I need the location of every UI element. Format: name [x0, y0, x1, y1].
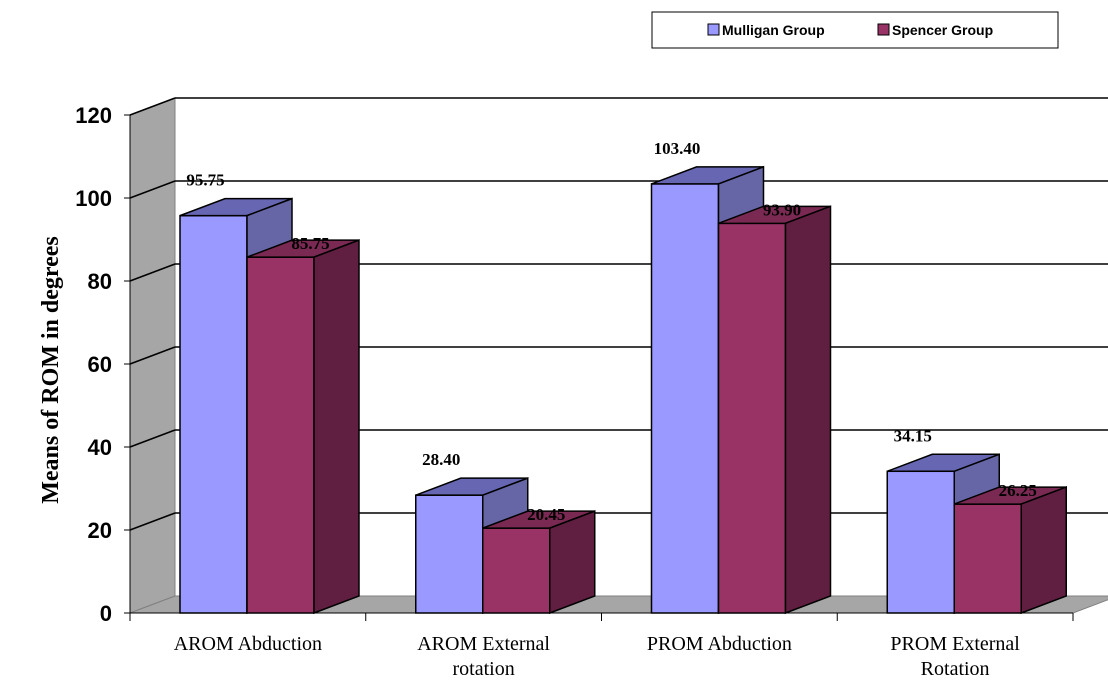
gridline-side [129, 346, 176, 365]
data-label: 85.75 [291, 234, 329, 253]
x-category-labels: AROM Abduction AROM External rotation PROM … [174, 633, 1021, 680]
gridline-side [129, 429, 176, 448]
bar-front [246, 256, 315, 614]
data-labels: 95.75 85.75 28.40 20.45 103.40 93.90 34.15 26.2… [186, 139, 1037, 524]
y-tick-label: 40 [88, 435, 112, 460]
gridline-side [129, 180, 176, 199]
bar-front [415, 494, 484, 614]
legend-box [651, 11, 1059, 49]
legend-label: Mulligan Group [722, 22, 825, 38]
x-category-label: PROM External [890, 633, 1020, 655]
bar-side [1020, 485, 1067, 615]
legend-swatch [877, 23, 890, 36]
data-label: 93.90 [763, 200, 801, 219]
bar-spencer-0 [246, 239, 360, 615]
bar-spencer-2 [717, 205, 832, 615]
data-label: 34.15 [894, 426, 932, 445]
x-category-label: Rotation [921, 658, 990, 680]
bar-front [482, 527, 551, 614]
x-category-label: rotation [453, 658, 515, 680]
bar-spencer-1 [482, 510, 596, 615]
bar-side [784, 205, 832, 615]
bar-front [650, 183, 720, 614]
bar-front [953, 503, 1022, 614]
gridline-side [129, 263, 176, 282]
bar-front [886, 470, 955, 614]
y-tick-label: 20 [88, 518, 112, 543]
data-label: 95.75 [186, 171, 224, 190]
data-label: 28.40 [422, 450, 460, 469]
legend: Mulligan Group Spencer Group [651, 11, 1059, 49]
x-category-label: PROM Abduction [647, 633, 792, 655]
legend-swatch [707, 23, 720, 36]
bar-spencer-3 [953, 485, 1067, 615]
bars [179, 165, 1067, 615]
data-label: 20.45 [527, 505, 565, 524]
legend-label: Spencer Group [892, 22, 993, 38]
y-tick-label: 0 [100, 601, 112, 626]
y-tick-label: 100 [75, 186, 112, 211]
data-label: 26.25 [999, 481, 1037, 500]
y-tick-labels: 0 20 40 60 80 100 120 [75, 103, 112, 626]
data-label: 103.40 [654, 139, 701, 158]
x-category-label: AROM Abduction [174, 633, 322, 655]
y-axis-label: Means of ROM in degrees [38, 236, 64, 504]
y-tick-label: 60 [88, 352, 112, 377]
gridline-side [129, 97, 176, 116]
bar-side [313, 239, 360, 615]
y-tick-label: 120 [75, 103, 112, 128]
y-tick-label: 80 [88, 269, 112, 294]
bar-side [549, 510, 596, 615]
bar-front [717, 222, 787, 614]
bar-front [179, 214, 248, 614]
gridline-side [129, 512, 176, 531]
x-category-label: AROM External [417, 633, 550, 655]
